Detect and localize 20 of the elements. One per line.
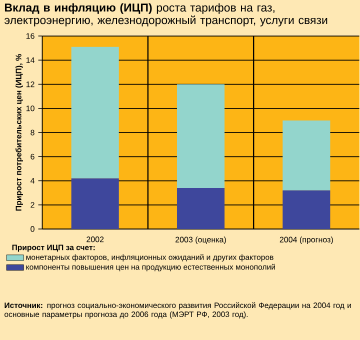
bar (176, 188, 225, 230)
x-tick-label: 2003 (оценка) (176, 236, 226, 244)
x-tick-label: 2004 (прогноз) (280, 236, 333, 244)
y-tick-label: 14 (26, 57, 35, 63)
y-tick-label: 4 (30, 178, 35, 184)
y-tick-label: 6 (30, 154, 34, 160)
bar (176, 84, 225, 188)
bar (282, 190, 330, 230)
x-tick-label: 2002 (86, 236, 104, 242)
bar (71, 178, 119, 230)
y-tick-label: 16 (26, 33, 34, 39)
y-tick-label: 12 (26, 81, 34, 88)
chart-title: Вклад в инфляцию (ИЦП) роста тарифов на газ, электроэнергию, железнодорожный транспорт, услуги связи (4, 3, 328, 26)
y-tick-label: 2 (30, 202, 34, 208)
y-tick-label: 0 (30, 226, 34, 232)
bar (282, 120, 330, 190)
y-tick-label: 8 (30, 130, 34, 136)
y-axis-title: Прирост потребительских цен (ИЦП), % (15, 54, 23, 211)
bar (71, 46, 119, 178)
y-tick-label: 10 (26, 106, 34, 112)
